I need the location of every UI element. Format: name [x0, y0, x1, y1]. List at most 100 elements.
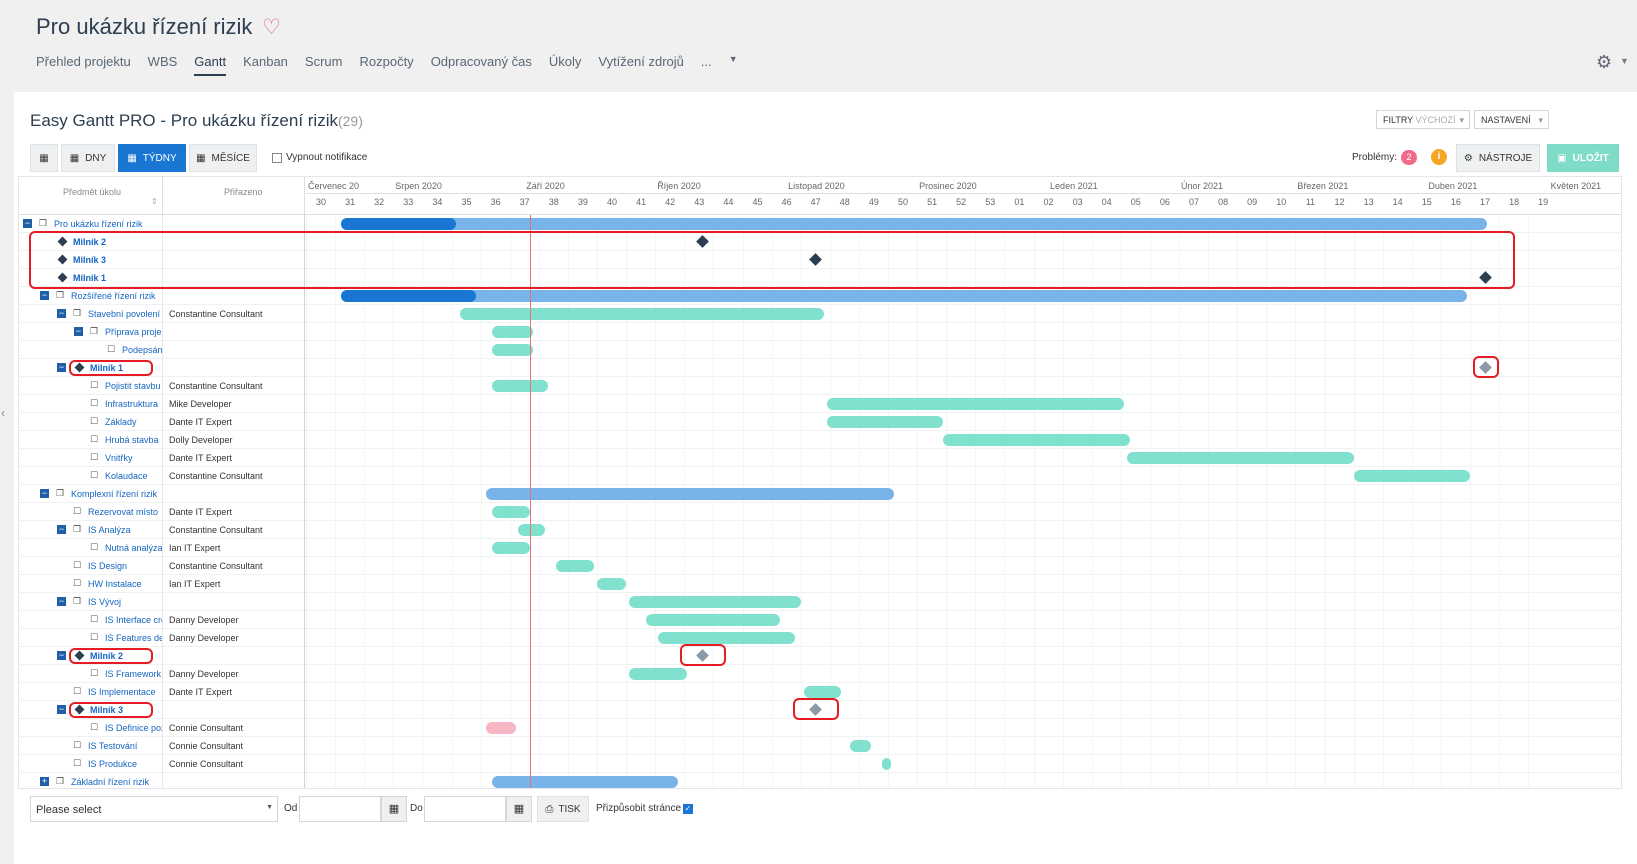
months-button[interactable]: ▦ MĚSÍCE: [189, 144, 257, 172]
gear-icon[interactable]: ⚙: [1596, 52, 1613, 72]
task-row[interactable]: ☐ IS Testování Connie Consultant: [19, 737, 1621, 755]
print-button[interactable]: ⎙ TISK: [537, 796, 589, 822]
collapse-toggle[interactable]: −: [40, 488, 49, 498]
problems-badge[interactable]: 2: [1401, 150, 1417, 165]
tab-6[interactable]: Odpracovaný čas: [430, 54, 532, 69]
task-row[interactable]: ☐ Infrastruktura Mike Developer: [19, 395, 1621, 413]
info-icon[interactable]: i: [1431, 149, 1447, 165]
task-subject-link[interactable]: Vnitřky: [105, 453, 133, 463]
task-row[interactable]: ☐ Rezervovat místo Dante IT Expert: [19, 503, 1621, 521]
task-bar[interactable]: [850, 740, 871, 752]
assigned-column-header[interactable]: Přiřazeno: [224, 187, 263, 197]
task-bar[interactable]: [629, 596, 801, 608]
task-row[interactable]: ☐ IS Implementace Dante IT Expert: [19, 683, 1621, 701]
tab-7[interactable]: Úkoly: [548, 54, 582, 69]
task-subject-link[interactable]: Milník 3: [90, 705, 124, 715]
milestone-row[interactable]: Milník 1: [19, 269, 1621, 287]
task-row[interactable]: ☐ Vnitřky Dante IT Expert: [19, 449, 1621, 467]
task-row[interactable]: ☐ Nutná analýza Ian IT Expert: [19, 539, 1621, 557]
milestone-row[interactable]: − Milník 2: [19, 647, 1621, 665]
tab-1[interactable]: WBS: [147, 54, 178, 69]
tab-5[interactable]: Rozpočty: [359, 54, 414, 69]
task-row[interactable]: ☐ Kolaudace Constantine Consultant: [19, 467, 1621, 485]
task-subject-link[interactable]: Hrubá stavba: [105, 435, 159, 445]
task-subject-link[interactable]: Rezervovat místo: [88, 507, 159, 517]
task-subject-link[interactable]: Základní řízení rizik: [71, 777, 150, 787]
task-bar[interactable]: [492, 506, 531, 518]
save-button[interactable]: ▣ ULOŽIT: [1547, 144, 1619, 172]
task-row[interactable]: −❐ Příprava projektu: [19, 323, 1621, 341]
chevron-left-icon[interactable]: ‹: [1, 406, 5, 420]
column-divider[interactable]: [304, 177, 305, 215]
fit-page-checkbox[interactable]: ✓: [683, 804, 693, 814]
from-date-input[interactable]: [299, 796, 381, 822]
milestone-row[interactable]: Milník 3: [19, 251, 1621, 269]
task-row[interactable]: + ❐ Základní řízení rizik: [19, 773, 1621, 788]
collapse-toggle[interactable]: −: [57, 650, 66, 660]
task-row[interactable]: ☐ Hrubá stavba Dolly Developer: [19, 431, 1621, 449]
days-button[interactable]: ▦ DNY: [61, 144, 115, 172]
task-subject-link[interactable]: Komplexní řízení rizik: [71, 489, 158, 499]
task-bar[interactable]: [492, 542, 531, 554]
collapse-toggle[interactable]: −: [57, 362, 66, 372]
task-subject-link[interactable]: IS Testování: [88, 741, 138, 751]
collapse-toggle[interactable]: −: [57, 596, 66, 606]
task-bar[interactable]: [803, 686, 842, 698]
collapse-toggle[interactable]: −: [74, 326, 83, 336]
task-row[interactable]: ☐ Podepsání smlouvy: [19, 341, 1621, 359]
tab-4[interactable]: Scrum: [304, 54, 343, 69]
settings-button[interactable]: NASTAVENÍ ▾: [1474, 110, 1549, 129]
tools-button[interactable]: ⚙ NÁSTROJE: [1456, 144, 1540, 172]
task-bar[interactable]: [460, 308, 824, 320]
heart-icon[interactable]: ♡: [262, 16, 281, 39]
task-bar[interactable]: [556, 560, 595, 572]
calendar-button[interactable]: ▦: [30, 144, 58, 172]
task-bar[interactable]: [486, 722, 516, 734]
task-subject-link[interactable]: IS Analýza: [88, 525, 131, 535]
task-row[interactable]: ☐ IS Interface creation Danny Developer: [19, 611, 1621, 629]
task-row[interactable]: ☐ IS Features development Danny Developer: [19, 629, 1621, 647]
task-bar[interactable]: [340, 218, 1488, 230]
notifications-toggle[interactable]: Vypnout notifikace: [272, 152, 367, 163]
task-row[interactable]: − ❐ Rozšířené řízení rizik: [19, 287, 1621, 305]
task-subject-link[interactable]: Pro ukázku řízení rizik: [54, 219, 143, 229]
task-subject-link[interactable]: Milník 1: [90, 363, 124, 373]
calendar-icon[interactable]: ▦: [506, 796, 532, 822]
task-subject-link[interactable]: IS Vývoj: [88, 597, 122, 607]
task-bar[interactable]: [486, 488, 894, 500]
task-row[interactable]: − ❐ IS Vývoj: [19, 593, 1621, 611]
task-subject-link[interactable]: IS Framework: [105, 669, 162, 679]
collapse-toggle[interactable]: −: [57, 308, 66, 318]
filters-button[interactable]: FILTRY VÝCHOZÍ ▾: [1376, 110, 1470, 129]
task-bar[interactable]: [492, 776, 679, 788]
tab-3[interactable]: Kanban: [243, 54, 288, 69]
notifications-checkbox[interactable]: [272, 152, 282, 163]
task-bar[interactable]: [518, 524, 545, 536]
task-subject-link[interactable]: Podepsání smlouvy: [122, 345, 162, 355]
task-row[interactable]: ☐ HW Instalace Ian IT Expert: [19, 575, 1621, 593]
task-subject-link[interactable]: Příprava projektu: [105, 327, 162, 337]
task-row[interactable]: ☐ IS Definice požadavků Connie Consultant: [19, 719, 1621, 737]
subject-column-header[interactable]: Předmět úkolu: [63, 187, 122, 197]
task-bar[interactable]: [882, 758, 891, 770]
task-row[interactable]: − ❐ Stavební povolení Constantine Consultan…: [19, 305, 1621, 323]
task-bar[interactable]: [340, 290, 1468, 302]
task-subject-link[interactable]: Stavební povolení: [88, 309, 161, 319]
task-bar[interactable]: [826, 398, 1124, 410]
task-row[interactable]: ☐ IS Framework Danny Developer: [19, 665, 1621, 683]
task-bar[interactable]: [492, 344, 533, 356]
tab-8[interactable]: Vytížení zdrojů: [598, 54, 684, 69]
task-subject-link[interactable]: IS Definice požadavků: [105, 723, 162, 733]
task-subject-link[interactable]: IS Interface creation: [105, 615, 162, 625]
task-subject-link[interactable]: Milník 3: [73, 255, 107, 265]
task-subject-link[interactable]: Rozšířené řízení rizik: [71, 291, 156, 301]
chevron-down-icon[interactable]: ▼: [728, 54, 738, 64]
sort-icon[interactable]: ⇕: [151, 197, 158, 206]
milestone-row[interactable]: − Milník 1: [19, 359, 1621, 377]
chevron-down-icon[interactable]: ▼: [1620, 56, 1629, 66]
milestone-row[interactable]: Milník 2: [19, 233, 1621, 251]
task-subject-link[interactable]: IS Features development: [105, 633, 162, 643]
weeks-button[interactable]: ▦ TÝDNY: [118, 144, 186, 172]
tab-9[interactable]: ...: [700, 54, 712, 69]
task-row[interactable]: ☐ IS Design Constantine Consultant: [19, 557, 1621, 575]
